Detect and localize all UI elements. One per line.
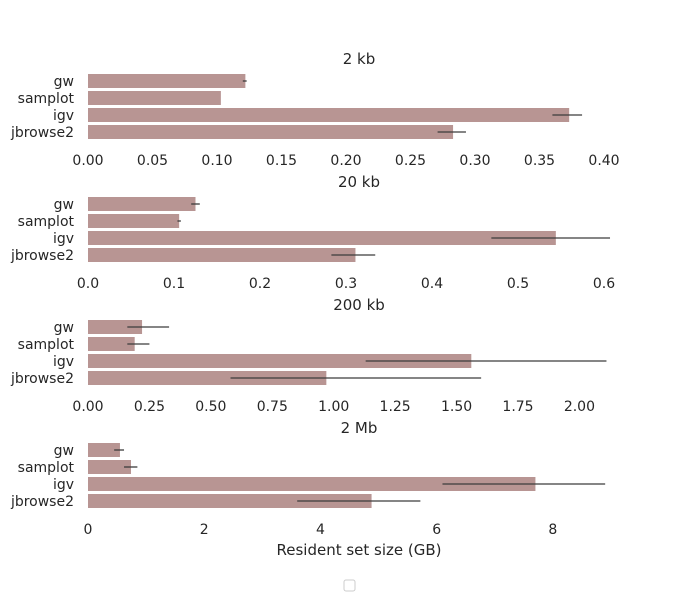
category-label: igv	[53, 477, 74, 493]
category-label: jbrowse2	[10, 125, 74, 141]
category-label: igv	[53, 108, 74, 124]
bar-igv	[88, 108, 570, 122]
x-tick-label: 0.1	[163, 276, 185, 292]
panel-title: 2 kb	[343, 50, 376, 68]
bar-gw	[88, 197, 196, 211]
x-tick-label: 0.00	[72, 153, 103, 169]
x-tick-label: 0.00	[72, 399, 103, 415]
panel-title: 200 kb	[333, 296, 385, 314]
bar-jbrowse2	[88, 371, 327, 385]
x-tick-label: 0.0	[77, 276, 99, 292]
category-label: jbrowse2	[10, 371, 74, 387]
x-tick-label: 0.25	[134, 399, 165, 415]
x-tick-label: 0.4	[421, 276, 443, 292]
x-tick-label: 1.25	[380, 399, 411, 415]
bar-jbrowse2	[88, 125, 454, 139]
bar-jbrowse2	[88, 494, 372, 508]
category-label: gw	[54, 320, 74, 336]
x-tick-label: 0.5	[507, 276, 529, 292]
legend-box	[343, 579, 356, 592]
x-tick-label: 0.6	[593, 276, 615, 292]
x-tick-label: 0	[84, 522, 93, 538]
x-tick-label: 8	[548, 522, 557, 538]
bar-igv	[88, 354, 472, 368]
bar-igv	[88, 231, 556, 245]
x-tick-label: 1.50	[441, 399, 472, 415]
x-tick-label: 0.50	[195, 399, 226, 415]
bar-samplot	[88, 91, 221, 105]
x-tick-label: 0.35	[524, 153, 555, 169]
x-tick-label: 2	[200, 522, 209, 538]
bar-samplot	[88, 337, 135, 351]
x-tick-label: 0.75	[257, 399, 288, 415]
category-label: igv	[53, 354, 74, 370]
x-tick-label: 0.25	[395, 153, 426, 169]
category-label: gw	[54, 74, 74, 90]
x-tick-label: 1.00	[318, 399, 349, 415]
x-tick-label: 4	[316, 522, 325, 538]
x-tick-label: 6	[432, 522, 441, 538]
category-label: samplot	[18, 337, 75, 353]
x-tick-label: 0.40	[588, 153, 619, 169]
x-tick-label: 2.00	[564, 399, 595, 415]
bar-samplot	[88, 214, 180, 228]
bar-gw	[88, 443, 120, 457]
bar-igv	[88, 477, 536, 491]
x-tick-label: 1.75	[502, 399, 533, 415]
bar-gw	[88, 74, 246, 88]
x-axis-label: Resident set size (GB)	[276, 541, 441, 559]
x-tick-label: 0.10	[201, 153, 232, 169]
panel-title: 2 Mb	[341, 419, 378, 437]
category-label: gw	[54, 197, 74, 213]
x-tick-label: 0.15	[266, 153, 297, 169]
panel-title: 20 kb	[338, 173, 380, 191]
x-tick-label: 0.05	[137, 153, 168, 169]
category-label: gw	[54, 443, 74, 459]
category-label: jbrowse2	[10, 248, 74, 264]
category-label: samplot	[18, 91, 75, 107]
category-label: samplot	[18, 460, 75, 476]
bar-samplot	[88, 460, 131, 474]
category-label: igv	[53, 231, 74, 247]
x-tick-label: 0.3	[335, 276, 357, 292]
bar-gw	[88, 320, 143, 334]
category-label: jbrowse2	[10, 494, 74, 510]
x-tick-label: 0.20	[330, 153, 361, 169]
bar-jbrowse2	[88, 248, 356, 262]
category-label: samplot	[18, 214, 75, 230]
x-tick-label: 0.2	[249, 276, 271, 292]
x-tick-label: 0.30	[459, 153, 490, 169]
